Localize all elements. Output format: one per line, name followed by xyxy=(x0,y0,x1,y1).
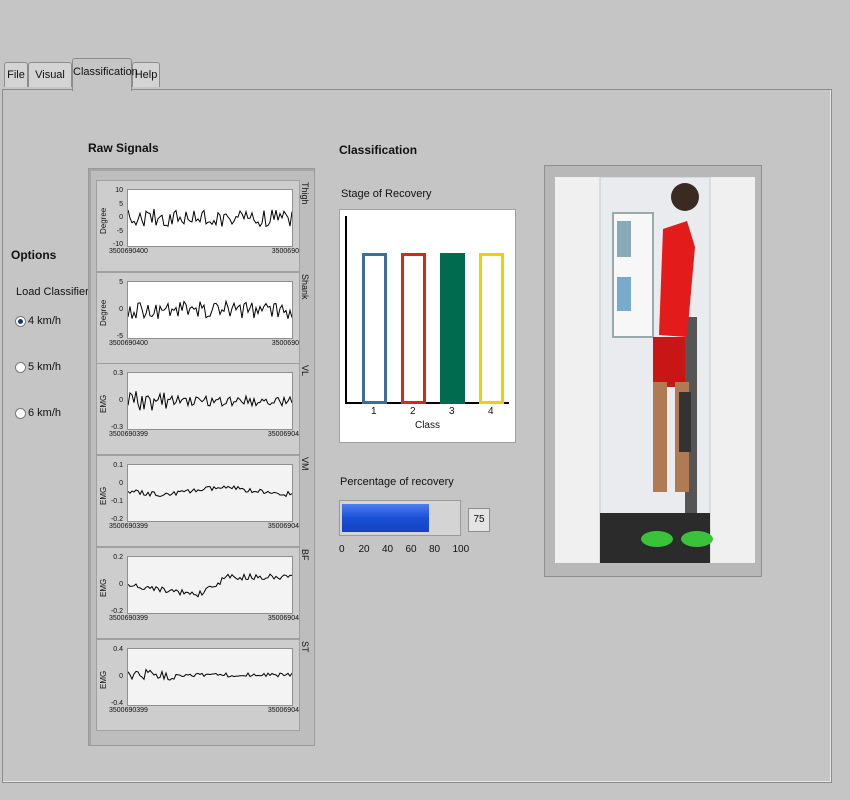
x-end-label: 3500690 xyxy=(271,340,299,347)
signal-trace xyxy=(127,299,293,320)
y-tick-label: -0.4 xyxy=(110,700,123,707)
x-end-label: 35006904 xyxy=(267,615,299,622)
channel-name: VL xyxy=(300,365,310,377)
y-tick-label: -0.2 xyxy=(110,516,123,523)
load-classifier-label: Load Classifier xyxy=(16,286,89,298)
y-tick-label: 0 xyxy=(119,581,123,588)
classification-title: Classification xyxy=(339,143,418,157)
camera-frame xyxy=(544,165,762,577)
y-tick-label: 0.2 xyxy=(113,554,123,561)
class-tick-label: 3 xyxy=(449,406,455,417)
stage-of-recovery-label: Stage of Recovery xyxy=(341,188,432,200)
progress-scale-label: 0 xyxy=(339,544,345,555)
radio-4kmh[interactable]: 4 km/h xyxy=(15,315,61,327)
y-tick-label: 0 xyxy=(119,306,123,313)
radio-5kmh[interactable]: 5 km/h xyxy=(15,361,61,373)
radio-button-icon xyxy=(15,361,26,373)
x-end-label: 3500690 xyxy=(271,248,299,255)
options-title: Options xyxy=(11,248,57,262)
signal-chart-vm: EMG 0.1 0 -0.1 -0.2 3500690399 35006904 xyxy=(96,455,300,547)
channel-name: BF xyxy=(300,549,310,561)
x-axis xyxy=(345,402,509,404)
class-bar-1 xyxy=(362,253,387,404)
radio-button-icon xyxy=(15,407,26,419)
signal-trace xyxy=(127,485,293,498)
y-tick-label: 0 xyxy=(119,397,123,404)
class-bar-4 xyxy=(479,253,504,404)
channel-name: Shank xyxy=(300,274,310,300)
x-start-label: 3500690400 xyxy=(109,248,148,255)
signal-chart-vl: EMG 0.3 0 -0.3 3500690399 35006904 xyxy=(96,363,300,455)
x-end-label: 35006904 xyxy=(267,523,299,530)
raw-signals-title: Raw Signals xyxy=(88,141,159,155)
channel-name: VM xyxy=(300,457,310,471)
y-tick-label: -0.2 xyxy=(110,608,123,615)
signal-trace xyxy=(127,208,293,228)
signal-chart-bf: EMG 0.2 0 -0.2 3500690399 35006904 xyxy=(96,547,300,639)
y-tick-label: -5 xyxy=(116,227,123,235)
y-tick-label: 5 xyxy=(119,279,123,286)
class-tick-label: 2 xyxy=(410,406,416,417)
class-bar-2 xyxy=(401,253,426,404)
signal-trace xyxy=(127,572,293,598)
channel-name: ST xyxy=(300,641,310,653)
x-start-label: 3500690399 xyxy=(109,431,148,438)
y-tick-label: -10 xyxy=(112,241,123,248)
y-tick-label: 0 xyxy=(119,673,123,680)
class-bar-3 xyxy=(440,253,465,404)
y-tick-label: 0 xyxy=(119,480,123,487)
signal-plot xyxy=(127,648,293,706)
signal-plot xyxy=(127,189,293,247)
recovery-stage-chart: 1 2 3 4 Class xyxy=(339,209,516,443)
y-tick-label: -0.1 xyxy=(110,498,123,505)
y-tick-label: 0.3 xyxy=(113,370,123,377)
signal-plot xyxy=(127,372,293,430)
signal-chart-shank: Degree 5 0 -5 3500690400 3500690 xyxy=(96,272,300,364)
signal-chart-st: EMG 0.4 0 -0.4 3500690399 35006904 xyxy=(96,639,300,731)
x-start-label: 3500690399 xyxy=(109,615,148,622)
tab-classification[interactable]: Classification xyxy=(72,58,138,91)
tab-visual-bf[interactable]: Visual BF xyxy=(28,62,72,105)
signal-plot xyxy=(127,464,293,522)
signal-plot xyxy=(127,281,293,339)
y-tick-label: 10 xyxy=(115,187,123,194)
recovery-value-display: 75 xyxy=(468,508,490,532)
y-tick-label: 0.1 xyxy=(113,462,123,469)
x-start-label: 3500690400 xyxy=(109,340,148,347)
y-tick-label: -5 xyxy=(116,333,123,340)
recovery-progress-bar xyxy=(339,500,461,536)
class-axis-label: Class xyxy=(414,420,440,431)
signal-trace xyxy=(127,668,293,681)
signal-plot xyxy=(127,556,293,614)
x-end-label: 35006904 xyxy=(267,707,299,714)
y-tick-label: -0.3 xyxy=(110,424,123,431)
signal-trace xyxy=(127,391,293,411)
x-start-label: 3500690399 xyxy=(109,523,148,530)
y-axis xyxy=(345,216,347,404)
x-end-label: 35006904 xyxy=(267,431,299,438)
progress-fill xyxy=(342,504,429,532)
radio-6kmh[interactable]: 6 km/h xyxy=(15,407,61,419)
progress-scale-label: 40 xyxy=(382,544,394,555)
progress-scale-label: 20 xyxy=(358,544,370,555)
x-start-label: 3500690399 xyxy=(109,707,148,714)
class-tick-label: 4 xyxy=(488,406,494,417)
progress-scale-label: 100 xyxy=(452,544,470,555)
tab-file[interactable]: File xyxy=(4,62,28,87)
treadmill-photo xyxy=(555,177,755,563)
class-tick-label: 1 xyxy=(371,406,377,417)
y-tick-label: 0 xyxy=(119,214,123,221)
signal-chart-thigh: Degree 10 5 0 -5 -10 3500690400 3500690 xyxy=(96,180,300,272)
progress-scale-label: 80 xyxy=(429,544,441,555)
tab-help[interactable]: Help xyxy=(132,62,160,87)
radio-button-icon xyxy=(15,315,26,327)
y-tick-label: 0.4 xyxy=(113,646,123,653)
y-tick-label: 5 xyxy=(119,200,123,208)
progress-scale-label: 60 xyxy=(405,544,417,555)
channel-name: Thigh xyxy=(300,182,310,205)
percentage-label: Percentage of recovery xyxy=(340,476,454,488)
